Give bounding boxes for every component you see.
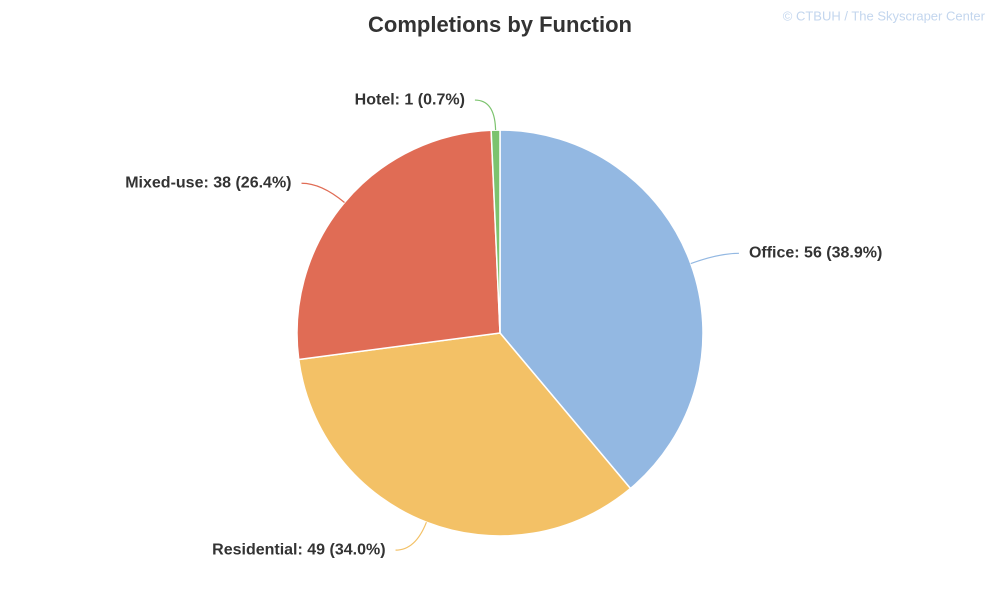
leader-line <box>474 99 497 131</box>
pie-slice <box>296 129 501 361</box>
pie-slice <box>297 332 632 537</box>
data-label: Mixed-use: 38 (26.4%) <box>125 174 291 191</box>
data-label: Hotel: 1 (0.7%) <box>355 91 465 108</box>
leader-line <box>395 521 427 551</box>
leader-line <box>690 252 739 265</box>
data-label: Residential: 49 (34.0%) <box>212 541 385 558</box>
chart-title: Completions by Function <box>368 12 632 37</box>
credit: © CTBUH / The Skyscraper Center <box>783 8 986 23</box>
data-label: Office: 56 (38.9%) <box>749 245 882 262</box>
leader-line <box>301 182 345 203</box>
